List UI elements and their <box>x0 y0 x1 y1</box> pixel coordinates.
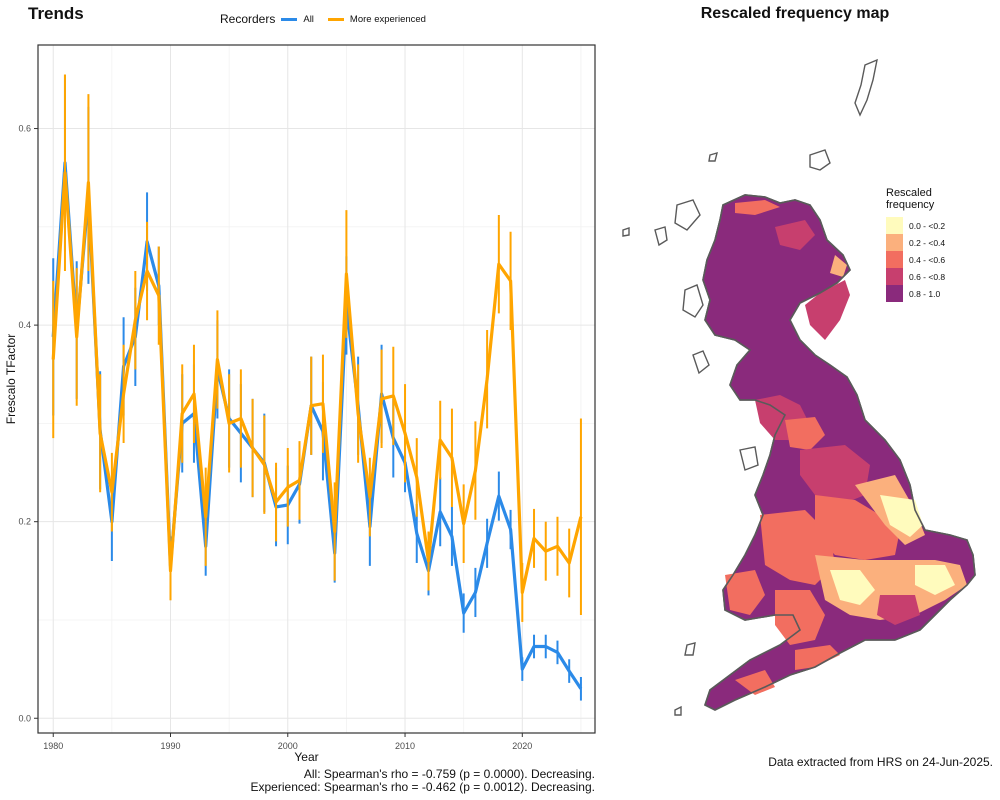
frequency-map <box>622 58 976 716</box>
map-island-outline <box>809 149 831 171</box>
y-tick-label: 0.0 <box>18 713 31 723</box>
chart-title: Trends <box>28 4 84 23</box>
map-frequency-zone <box>877 595 920 625</box>
map-frequency-zone <box>830 255 847 277</box>
map-island-outline <box>674 705 682 716</box>
map-frequency-zone <box>775 220 815 250</box>
map-legend-entry: 0.0 - <0.2 <box>886 217 945 234</box>
y-tick-label: 0.6 <box>18 124 31 134</box>
map-island-outline <box>622 227 630 237</box>
y-axis-label: Frescalo TFactor <box>4 334 18 424</box>
map-frequency-zone <box>735 670 775 695</box>
map-frequency-zone <box>760 510 835 585</box>
map-island-outline <box>684 642 696 656</box>
map-title: Rescaled frequency map <box>700 5 890 22</box>
y-tick-label: 0.4 <box>18 320 31 330</box>
map-island-outline <box>854 58 878 117</box>
map-frequency-zone <box>880 495 923 537</box>
map-island-outline <box>682 284 704 318</box>
map-island-outline <box>739 446 759 471</box>
x-tick-label: 1990 <box>160 741 180 751</box>
map-island-outline <box>654 226 668 247</box>
x-axis-label: Year <box>294 750 318 764</box>
map-legend-swatch <box>886 251 903 268</box>
legend-key-all <box>281 17 298 21</box>
map-frequency-zone <box>805 280 850 340</box>
map-legend-label: 0.4 - <0.6 <box>909 254 946 265</box>
map-legend-swatch <box>886 217 903 234</box>
chart-legend: Recorders All More experienced <box>220 12 434 26</box>
map-legend-title-line-2: frequency <box>886 199 935 211</box>
series-line <box>51 171 583 595</box>
x-tick-label: 2010 <box>395 741 415 751</box>
legend-key-experienced <box>327 17 344 21</box>
map-coastline <box>702 194 976 711</box>
x-tick-label: 1980 <box>43 741 63 751</box>
map-legend-title-line-1: Rescaled <box>886 187 932 199</box>
annotation-all: All: Spearman's rho = -0.759 (p = 0.0000… <box>303 767 595 781</box>
x-tick-label: 2000 <box>278 741 298 751</box>
legend-title: Recorders <box>220 12 276 26</box>
map-frequency-zone <box>830 570 875 605</box>
map-legend-label: 0.0 - <0.2 <box>909 220 946 231</box>
source-note: Data extracted from HRS on 24-Jun-2025. <box>768 755 993 769</box>
plot-border <box>37 44 596 734</box>
map-legend-entry: 0.6 - <0.8 <box>886 268 945 285</box>
map-frequency-zone <box>735 200 780 215</box>
map-legend-label: 0.2 - <0.4 <box>909 237 946 248</box>
plot-panel <box>38 45 595 733</box>
y-tick-label: 0.2 <box>18 517 31 527</box>
map-legend: Rescaled frequency 0.0 - <0.2 0.2 - <0.4 0… <box>886 187 945 302</box>
trends-chart: 1980 1990 2000 2010 2020 0.0 0.2 0.4 0.6 Year Fres… <box>4 44 596 764</box>
map-frequency-zone <box>785 417 825 450</box>
map-frequency-zone <box>795 645 840 670</box>
map-island-outline <box>692 350 710 375</box>
legend-label-all: All <box>303 13 314 25</box>
map-frequency-zone <box>775 590 825 645</box>
map-frequency-zone <box>815 495 900 560</box>
series-1 <box>51 74 583 622</box>
map-island-outline <box>674 199 701 231</box>
map-island-outline <box>708 151 718 162</box>
map-legend-swatch <box>886 285 903 302</box>
annotation-experienced: Experienced: Spearman's rho = -0.462 (p … <box>250 780 596 794</box>
map-legend-swatch <box>886 234 903 251</box>
map-legend-label: 0.6 - <0.8 <box>909 271 946 282</box>
map-legend-label: 0.8 - 1.0 <box>909 288 941 299</box>
map-legend-entry: 0.8 - 1.0 <box>886 285 945 302</box>
x-tick-label: 2020 <box>512 741 532 751</box>
map-frequency-zone <box>725 570 765 615</box>
map-frequency-zone <box>915 565 955 595</box>
map-legend-entry: 0.4 - <0.6 <box>886 251 945 268</box>
legend-label-experienced: More experienced <box>349 13 426 25</box>
map-legend-entry: 0.2 - <0.4 <box>886 234 945 251</box>
map-legend-swatch <box>886 268 903 285</box>
map-frequency-zone <box>800 445 870 505</box>
